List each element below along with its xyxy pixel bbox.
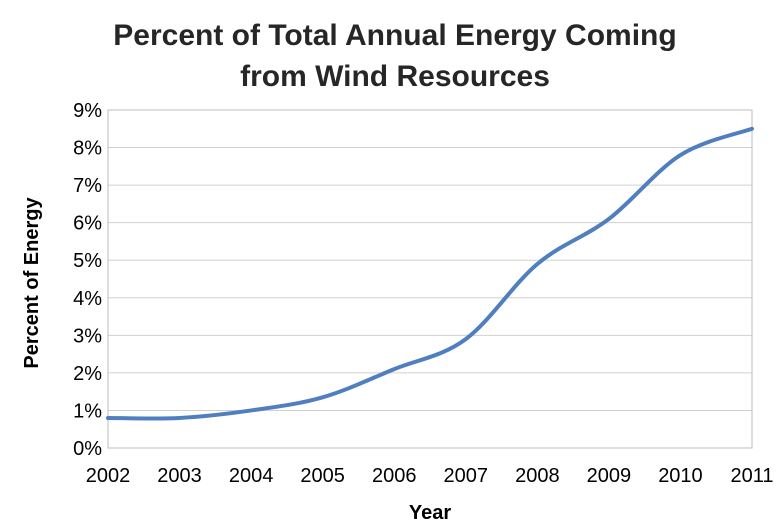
y-tick-label: 4% (73, 288, 102, 310)
x-tick-label: 2006 (372, 465, 417, 487)
x-axis-ticks: 2002 2003 2004 2005 2006 2007 2008 2009 2010 2011 (86, 465, 774, 487)
y-tick-label: 0% (73, 438, 102, 460)
x-tick-label: 2011 (730, 465, 773, 487)
x-tick-label: 2008 (515, 465, 560, 487)
y-tick-label: 8% (73, 138, 102, 160)
series-line (106, 126, 754, 421)
y-tick-label: 9% (73, 100, 102, 122)
x-tick-label: 2005 (300, 465, 345, 487)
y-tick-label: 1% (73, 400, 102, 422)
gridlines (108, 109, 752, 449)
chart-title-line-1: Percent of Total Annual Energy Coming (113, 19, 676, 52)
x-tick-label: 2007 (444, 465, 489, 487)
x-tick-label: 2003 (157, 465, 202, 487)
plot-area (107, 109, 753, 449)
y-axis-ticks: 0% 1% 2% 3% 4% 5% 6% 7% 8% 9% (73, 100, 102, 460)
x-tick-label: 2002 (86, 465, 131, 487)
y-tick-label: 3% (73, 325, 102, 347)
x-tick-label: 2009 (587, 465, 632, 487)
chart-title-line-2: from Wind Resources (240, 60, 550, 93)
y-tick-label: 6% (73, 213, 102, 235)
y-tick-label: 5% (73, 250, 102, 272)
y-axis-title: Percent of Energy (21, 197, 43, 369)
y-tick-label: 7% (73, 175, 102, 197)
x-tick-label: 2004 (229, 465, 274, 487)
y-tick-label: 2% (73, 363, 102, 385)
x-axis-title: Year (409, 502, 451, 524)
x-tick-label: 2010 (658, 465, 703, 487)
